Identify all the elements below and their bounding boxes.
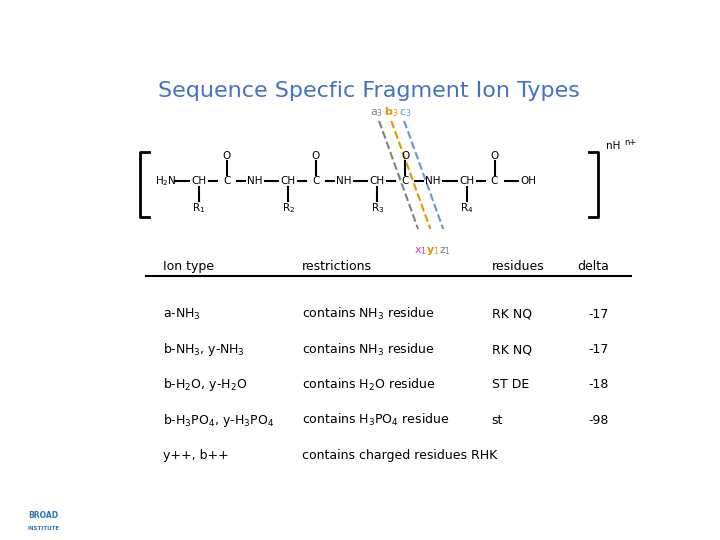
Text: residues: residues [492, 260, 544, 273]
Text: R$_3$: R$_3$ [371, 201, 384, 215]
Text: contains charged residues RHK: contains charged residues RHK [302, 449, 498, 462]
Text: -17: -17 [588, 343, 609, 356]
Text: Sequence Specfic Fragment Ion Types: Sequence Specfic Fragment Ion Types [158, 82, 580, 102]
Text: restrictions: restrictions [302, 260, 372, 273]
Text: O: O [490, 151, 499, 161]
Text: contains NH$_3$ residue: contains NH$_3$ residue [302, 342, 435, 357]
Text: Proteomics and Biomarker Discovery: Proteomics and Biomarker Discovery [158, 526, 287, 532]
Text: C: C [491, 176, 498, 186]
Text: b-NH$_3$, y-NH$_3$: b-NH$_3$, y-NH$_3$ [163, 341, 244, 358]
Text: NH: NH [426, 176, 441, 186]
Text: -17: -17 [588, 308, 609, 321]
Text: b-H$_3$PO$_4$, y-H$_3$PO$_4$: b-H$_3$PO$_4$, y-H$_3$PO$_4$ [163, 412, 274, 429]
Text: OH: OH [520, 176, 536, 186]
Text: CH: CH [459, 176, 474, 186]
Text: CH: CH [370, 176, 385, 186]
Text: b$_3$: b$_3$ [384, 105, 398, 119]
Text: contains H$_2$O residue: contains H$_2$O residue [302, 377, 436, 393]
Text: contains H$_3$PO$_4$ residue: contains H$_3$PO$_4$ residue [302, 412, 449, 428]
Text: O: O [312, 151, 320, 161]
Text: a-NH$_3$: a-NH$_3$ [163, 307, 200, 322]
Text: contains NH$_3$ residue: contains NH$_3$ residue [302, 306, 435, 322]
FancyBboxPatch shape [7, 505, 79, 537]
Text: O: O [401, 151, 410, 161]
Text: RK NQ: RK NQ [492, 308, 532, 321]
Text: y$_1$: y$_1$ [426, 245, 439, 257]
Text: b-H$_2$O, y-H$_2$O: b-H$_2$O, y-H$_2$O [163, 376, 247, 394]
Text: RK NQ: RK NQ [492, 343, 532, 356]
Text: 7: 7 [687, 515, 696, 528]
Text: C: C [402, 176, 409, 186]
Text: O: O [222, 151, 231, 161]
Text: C: C [223, 176, 230, 186]
Text: a$_3$: a$_3$ [370, 107, 383, 119]
Text: Ion type: Ion type [163, 260, 214, 273]
Text: H$_2$N: H$_2$N [155, 174, 176, 188]
Text: BROAD: BROAD [28, 511, 58, 520]
Text: CH: CH [281, 176, 296, 186]
Text: y++, b++: y++, b++ [163, 449, 228, 462]
Text: R$_1$: R$_1$ [192, 201, 205, 215]
Text: delta: delta [577, 260, 609, 273]
Text: Kat Clauser: Kat Clauser [158, 510, 202, 519]
Text: nH: nH [606, 141, 621, 151]
Text: NH: NH [336, 176, 351, 186]
Text: st: st [492, 414, 503, 427]
Text: NH: NH [247, 176, 262, 186]
Text: -98: -98 [588, 414, 609, 427]
Text: CH: CH [192, 176, 207, 186]
Text: INSTITUTE: INSTITUTE [27, 526, 59, 531]
Text: R$_2$: R$_2$ [282, 201, 294, 215]
Text: z$_1$: z$_1$ [439, 245, 451, 256]
Text: R$_4$: R$_4$ [460, 201, 474, 215]
Text: -18: -18 [588, 379, 609, 392]
Text: c$_3$: c$_3$ [399, 107, 412, 119]
Text: C: C [312, 176, 320, 186]
Text: x$_1$: x$_1$ [414, 245, 427, 256]
Text: ST DE: ST DE [492, 379, 529, 392]
Text: n+: n+ [624, 138, 636, 147]
Text: 12/22/2021: 12/22/2021 [562, 516, 618, 526]
